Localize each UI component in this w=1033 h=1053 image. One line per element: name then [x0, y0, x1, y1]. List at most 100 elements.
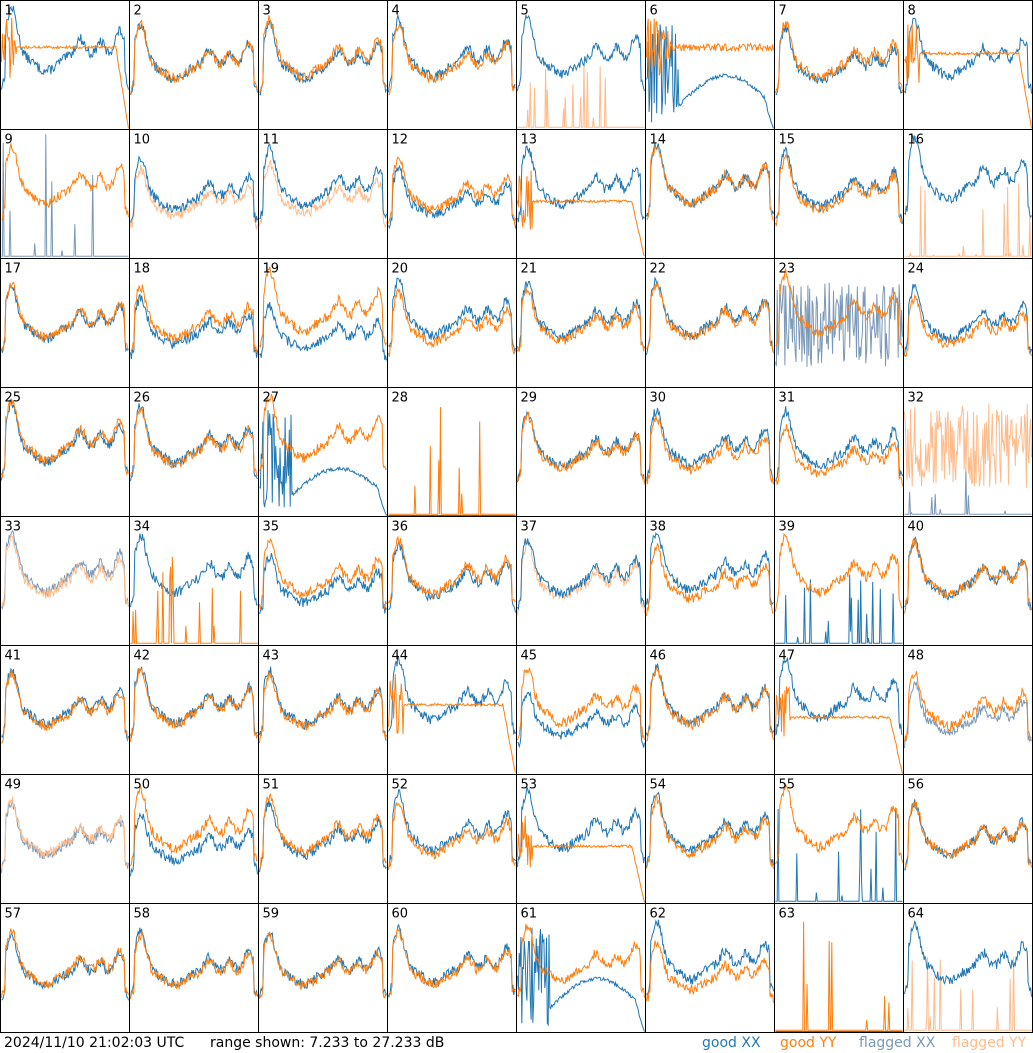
trace-good-xx: [775, 25, 903, 96]
trace-good-xx: [517, 691, 645, 749]
panel-60: 60: [387, 903, 517, 1033]
panel-13: 13: [516, 129, 646, 259]
trace-flagged-yy: [517, 539, 645, 616]
trace-good-yy: [517, 411, 645, 485]
panel-number: 56: [908, 778, 925, 793]
panel-49: 49: [0, 774, 130, 904]
panel-37: 37: [516, 516, 646, 646]
panel-number: 14: [650, 133, 667, 148]
panel-number: 9: [5, 133, 13, 148]
trace-flagged-xx: [904, 680, 1032, 749]
panel-number: 53: [521, 778, 538, 793]
panel-number: 31: [779, 391, 796, 406]
panel-43: 43: [258, 645, 388, 775]
trace-good-yy: [259, 15, 387, 94]
legend-flagged-yy: flagged YY: [952, 1035, 1027, 1051]
trace-good-yy: [259, 266, 387, 349]
panel-number: 24: [908, 262, 925, 277]
panel-number: 39: [779, 520, 796, 535]
panel-number: 61: [521, 907, 538, 922]
trace-flagged-yy: [1, 796, 129, 870]
trace-good-xx: [388, 654, 516, 735]
panel-number: 52: [392, 778, 409, 793]
trace-good-yy: [775, 267, 903, 349]
trace-good-yy: [388, 287, 516, 358]
panel-number: 28: [392, 391, 409, 406]
panel-24: 24: [903, 258, 1033, 388]
footer-bar: 2024/11/10 21:02:03 UTC range shown: 7.2…: [0, 1034, 1033, 1053]
trace-good-yy: [259, 671, 387, 744]
panel-number: 42: [134, 649, 151, 664]
panel-number: 26: [134, 391, 151, 406]
panel-30: 30: [645, 387, 775, 517]
panel-21: 21: [516, 258, 646, 388]
trace-good-yy: [388, 928, 516, 998]
panel-44: 44: [387, 645, 517, 775]
panel-number: 29: [521, 391, 538, 406]
panel-29: 29: [516, 387, 646, 517]
trace-flagged-yy: [1, 535, 129, 607]
panel-number: 3: [263, 4, 271, 19]
trace-good-yy: [646, 280, 774, 354]
trace-good-yy: [646, 940, 774, 1003]
panel-number: 41: [5, 649, 22, 664]
panel-48: 48: [903, 645, 1033, 775]
panel-number: 63: [779, 907, 796, 922]
panel-number: 47: [779, 649, 796, 664]
panel-42: 42: [129, 645, 259, 775]
panel-number: 35: [263, 520, 280, 535]
trace-good-xx: [775, 657, 903, 735]
trace-good-yy: [775, 153, 903, 227]
panel-frame: [516, 645, 646, 775]
panel-number: 23: [779, 262, 796, 277]
panel-number: 60: [392, 907, 409, 922]
trace-good-yy: [775, 784, 903, 865]
panel-51: 51: [258, 774, 388, 904]
trace-good-xx: [259, 19, 387, 96]
trace-good-xx: [259, 553, 387, 615]
panel-number: 38: [650, 520, 667, 535]
panel-frame: [903, 129, 1033, 259]
trace-good-yy: [517, 170, 645, 257]
panel-20: 20: [387, 258, 517, 388]
trace-good-xx: [130, 812, 258, 877]
panel-number: 18: [134, 262, 151, 277]
panel-number: 21: [521, 262, 538, 277]
trace-flagged-yy: [517, 63, 645, 128]
panel-16: 16: [903, 129, 1033, 259]
trace-good-yy: [388, 23, 516, 96]
trace-good-xx: [775, 146, 903, 224]
trace-good-xx: [130, 293, 258, 359]
trace-flagged-yy: [130, 164, 258, 230]
panel-55: 55: [774, 774, 904, 904]
trace-good-yy: [904, 294, 1032, 358]
panel-number: 44: [392, 649, 409, 664]
panel-46: 46: [645, 645, 775, 775]
panel-3: 3: [258, 0, 388, 130]
panel-number: 33: [5, 520, 22, 535]
panel-number: 54: [650, 778, 667, 793]
trace-good-yy: [130, 667, 258, 743]
trace-good-xx: [517, 927, 645, 1032]
panel-6: 6: [645, 0, 775, 130]
trace-good-yy: [904, 23, 1032, 129]
trace-good-xx: [646, 276, 774, 355]
range-text: range shown: 7.233 to 27.233 dB: [210, 1035, 445, 1051]
panel-35: 35: [258, 516, 388, 646]
panel-2: 2: [129, 0, 259, 130]
panel-25: 25: [0, 387, 130, 517]
panel-7: 7: [774, 0, 904, 130]
legend-flagged-xx: flagged XX: [859, 1035, 936, 1051]
panel-number: 43: [263, 649, 280, 664]
trace-good-xx: [517, 145, 645, 223]
trace-good-xx: [904, 283, 1032, 357]
trace-good-xx: [388, 277, 516, 353]
panel-4: 4: [387, 0, 517, 130]
trace-good-xx: [130, 533, 258, 608]
trace-good-yy: [775, 921, 903, 1031]
panel-frame: [0, 387, 130, 517]
panel-56: 56: [903, 774, 1033, 904]
trace-good-yy: [388, 406, 516, 515]
panel-50: 50: [129, 774, 259, 904]
panel-number: 62: [650, 907, 667, 922]
